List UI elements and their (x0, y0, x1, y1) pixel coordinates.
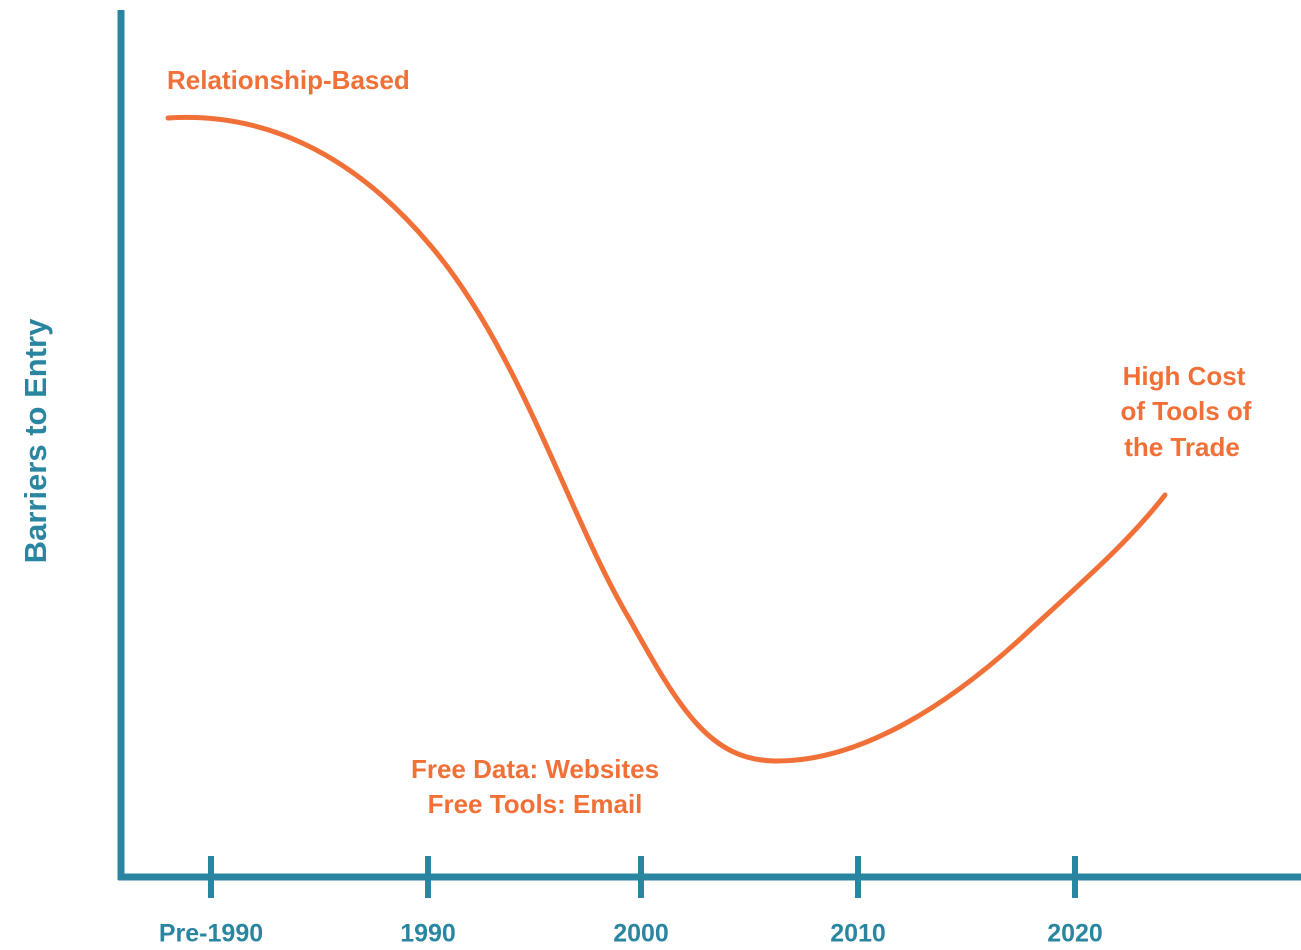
x-label: 2020 (1047, 920, 1103, 948)
y-axis-label: Barriers to Entry (18, 318, 53, 563)
annotation-low: Free Data: Websites Free Tools: Email (411, 754, 659, 819)
x-label: Pre-1990 (159, 920, 263, 948)
annotation-line: High Cost (1123, 361, 1246, 391)
annotation-line: of Tools of (1121, 396, 1252, 426)
annotation-line: Free Data: Websites (411, 754, 659, 784)
annotation-end: High Cost of Tools of the Trade (1121, 361, 1252, 462)
annotation-line: the Trade (1124, 432, 1240, 462)
x-ticks (208, 856, 1078, 898)
annotation: Relationship-Based (167, 65, 410, 95)
trend-curve (165, 114, 1168, 764)
x-label: 1990 (400, 920, 456, 948)
x-labels: Pre-1990 1990 2000 2010 2020 (159, 920, 1103, 948)
annotation-line: Free Tools: Email (428, 789, 643, 819)
x-label: 2000 (613, 920, 669, 948)
x-label: 2010 (830, 920, 886, 948)
